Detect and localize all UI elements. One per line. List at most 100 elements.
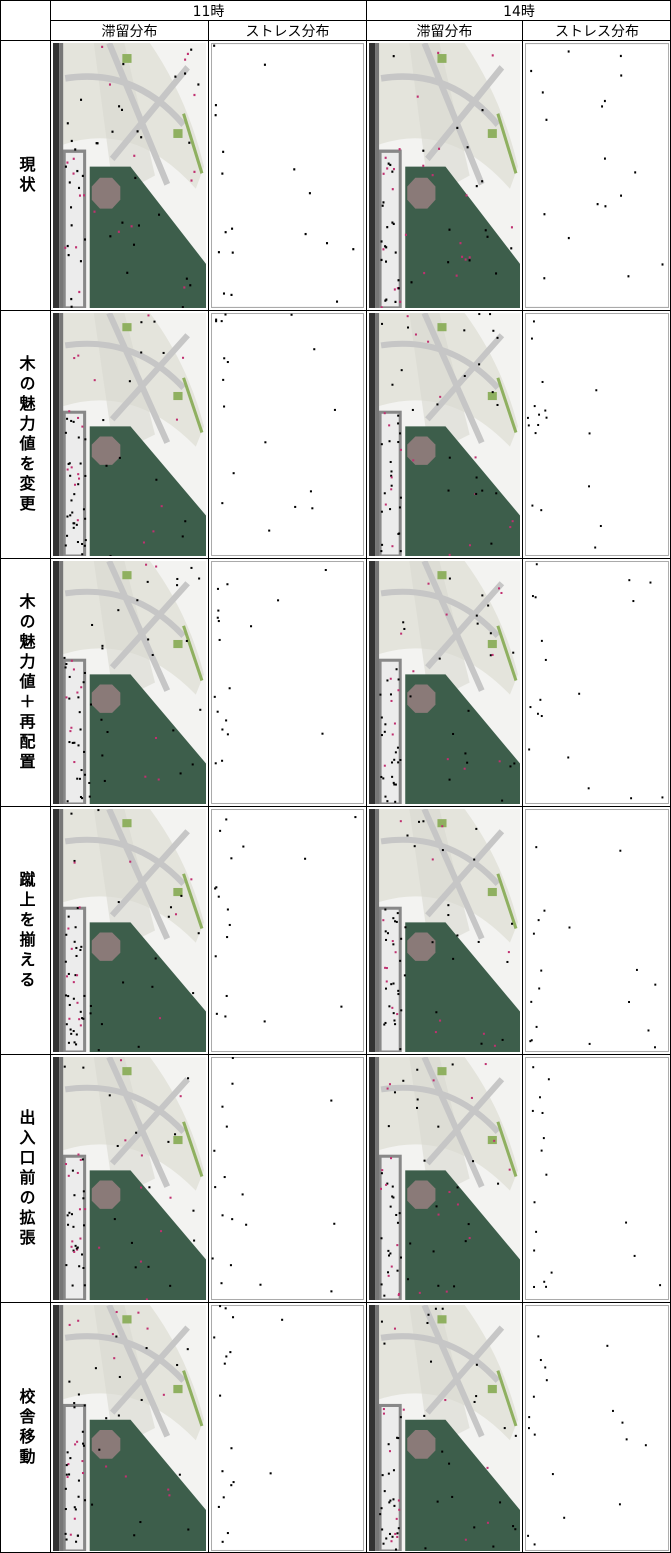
dot	[193, 170, 196, 173]
row-label: 木の魅力値を変更	[0, 310, 50, 558]
dot	[435, 1205, 438, 1208]
dot	[73, 493, 76, 496]
dot	[81, 797, 84, 800]
dot	[75, 523, 78, 526]
dot	[77, 744, 80, 747]
dot	[115, 1335, 118, 1338]
dot	[392, 1498, 395, 1501]
cell-text: 木の魅力値＋再配置	[16, 592, 36, 773]
dot	[230, 857, 233, 860]
dot	[232, 1316, 235, 1319]
dot	[545, 1285, 548, 1288]
dot	[190, 48, 193, 51]
dot	[529, 706, 532, 709]
dot	[389, 508, 392, 511]
dot	[83, 1404, 86, 1407]
dot	[65, 975, 69, 978]
dot	[389, 1205, 392, 1208]
dot	[152, 530, 155, 533]
dot	[531, 1109, 534, 1112]
dot	[601, 105, 604, 108]
dot	[75, 1540, 78, 1543]
dot	[406, 315, 409, 318]
dot	[75, 246, 78, 249]
dot	[185, 639, 188, 642]
frame	[525, 1057, 669, 1300]
dot	[192, 992, 195, 995]
dot	[509, 765, 512, 768]
dot	[390, 484, 393, 487]
dot	[174, 913, 178, 916]
dot	[117, 609, 120, 612]
dot	[397, 441, 400, 444]
dot	[587, 787, 590, 790]
dot	[83, 1499, 87, 1502]
panel	[53, 1057, 206, 1300]
dot	[510, 226, 513, 229]
dot	[217, 251, 220, 254]
dot	[133, 154, 136, 157]
dot	[406, 1278, 409, 1281]
dot	[392, 781, 395, 784]
dot	[380, 716, 383, 719]
dot	[543, 213, 546, 216]
dot	[491, 391, 494, 394]
dot	[146, 1327, 149, 1330]
dot	[530, 1039, 533, 1042]
dot	[534, 596, 537, 599]
dwell-image	[50, 1054, 208, 1302]
dot	[473, 1526, 476, 1529]
dot	[68, 741, 71, 744]
group-header: 14時	[366, 0, 670, 20]
dot	[228, 923, 231, 926]
cell-text: ストレス分布	[245, 23, 330, 40]
dot	[68, 697, 71, 700]
dot	[263, 1020, 266, 1023]
dot	[74, 926, 77, 929]
dot	[544, 658, 547, 661]
dot	[70, 812, 73, 815]
dot	[423, 1159, 426, 1162]
dot	[380, 240, 383, 243]
dot	[70, 726, 73, 729]
dot	[398, 148, 401, 151]
dot	[385, 298, 388, 301]
dot	[145, 1347, 148, 1350]
dot	[382, 1542, 385, 1545]
dot	[71, 1284, 74, 1287]
dot	[475, 476, 478, 479]
dot	[69, 730, 72, 733]
dot	[392, 1469, 395, 1472]
panel	[369, 313, 520, 556]
dot	[393, 1019, 396, 1022]
dot	[412, 459, 415, 462]
dot	[128, 380, 131, 383]
dot	[512, 651, 515, 654]
dot	[67, 1174, 70, 1177]
dot	[83, 544, 86, 547]
dot	[81, 425, 84, 428]
row-label: 校舎移動	[0, 1302, 50, 1552]
dot	[390, 476, 393, 479]
dot	[321, 732, 324, 735]
frame	[525, 1305, 669, 1551]
dot	[448, 228, 451, 231]
dot	[73, 483, 77, 486]
dot	[545, 118, 548, 121]
frame	[211, 43, 364, 308]
dot	[484, 229, 487, 232]
dot	[394, 251, 397, 254]
dot	[73, 761, 76, 764]
dot	[464, 1240, 467, 1243]
dot	[140, 1398, 143, 1401]
dot	[620, 74, 623, 77]
dot	[478, 363, 481, 366]
dot	[77, 1495, 80, 1498]
dot	[78, 1018, 81, 1021]
dot	[448, 456, 451, 459]
dot	[391, 733, 394, 736]
dwell-image	[50, 558, 208, 806]
dot	[491, 54, 494, 57]
dot	[486, 1521, 489, 1524]
dot	[119, 1059, 123, 1062]
